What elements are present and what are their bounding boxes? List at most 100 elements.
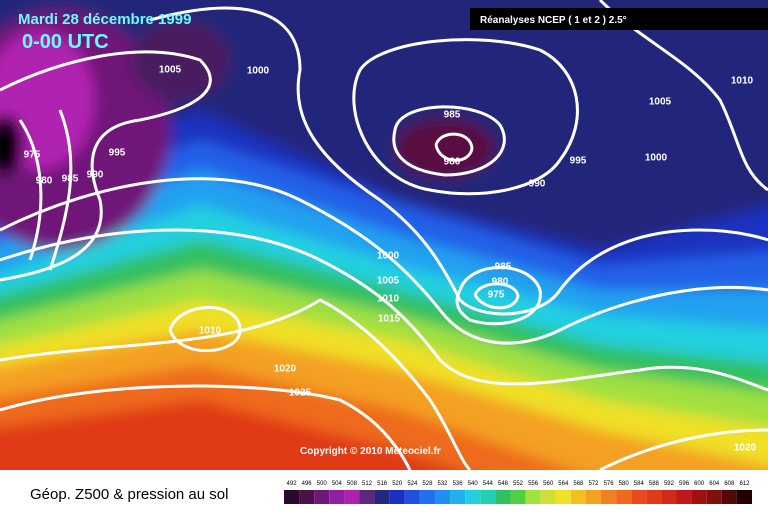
colorbar-label: 592 [664,481,675,487]
colorbar-label: 600 [694,481,705,487]
isobar-label: 980 [444,157,461,168]
isobar-label: 995 [570,156,587,167]
colorbar-label: 584 [634,481,645,487]
colorbar-swatch [359,490,375,504]
colorbar-swatch [616,490,632,504]
colorbar-label: 560 [543,481,554,487]
colorbar-swatch [510,490,526,504]
colorbar-label: 500 [317,481,328,487]
colorbar: 492 496 500 504 508 512 516 520 524 528 532 536 540 5… [284,481,752,504]
colorbar-swatch [540,490,556,504]
isobar [473,282,520,310]
colorbar-swatch [374,490,390,504]
colorbar-swatch [721,490,737,504]
isobar-label: 985 [495,262,512,273]
isobar-label: 1005 [377,276,400,287]
isobar-label: 1000 [247,66,270,77]
isobar [18,119,43,261]
isobar [0,177,768,345]
isobar-label: 990 [87,170,104,181]
isobar [455,266,542,326]
isobar-label: 1020 [734,443,757,454]
colorbar-swatch [434,490,451,504]
isobar-label: 990 [529,179,546,190]
colorbar-swatch [525,490,541,504]
colorbar-swatch [314,490,330,504]
map-time: 0-00 UTC [22,31,109,53]
colorbar-label: 604 [709,481,720,487]
caption: Géop. Z500 & pression au sol [30,486,228,503]
colorbar-swatch [344,490,360,504]
isobar [599,428,768,470]
colorbar-swatch [480,490,496,504]
colorbar-swatch [646,490,662,504]
isobar-label: 1005 [649,97,672,108]
isobar-label: 980 [36,176,53,187]
colorbar-swatch [661,490,677,504]
colorbar-swatch [404,490,420,504]
isobar-label: 1020 [274,364,297,375]
isobar-label: 1025 [289,388,312,399]
isobar-label: 1010 [731,76,754,87]
isobar [392,105,506,177]
colorbar-label: 552 [513,481,524,487]
colorbar-swatch [570,490,586,504]
isobar-label: 995 [109,148,126,159]
source: Réanalyses NCEP ( 1 et 2 ) 2.5° [480,15,627,26]
colorbar-label: 540 [468,481,479,487]
isobar [149,6,768,316]
colorbar-label: 556 [528,481,539,487]
isobar [0,298,472,470]
colorbar-label: 572 [588,481,599,487]
colorbar-swatch [706,490,722,504]
colorbar-swatch [465,490,481,504]
isobar [48,109,73,271]
colorbar-swatch [299,490,315,504]
colorbar-label: 520 [392,481,403,487]
colorbar-label: 512 [362,481,373,487]
colorbar-swatch [419,490,435,504]
isobar [0,384,412,470]
field-band [0,30,95,170]
isobar-label: 1010 [199,326,222,337]
colorbar-label: 544 [483,481,494,487]
map-date: Mardi 28 décembre 1999 [18,11,191,28]
colorbar-swatch [329,490,345,504]
colorbar-swatch [495,490,511,504]
colorbar-label: 532 [438,481,449,487]
colorbar-label: 536 [453,481,464,487]
isobar [352,38,579,196]
colorbar-label: 496 [302,481,313,487]
isobar [434,132,474,162]
copyright: Copyright © 2010 Meteociel.fr [300,446,441,457]
colorbar-label: 588 [649,481,660,487]
field-band [0,115,23,175]
colorbar-swatch [284,490,300,504]
isobar-label: 1010 [377,294,400,305]
colorbar-label: 580 [619,481,630,487]
isobar-label: 1000 [645,153,668,164]
isobar-label: 980 [492,277,509,288]
colorbar-swatch [585,490,602,504]
isobar-label: 975 [488,290,505,301]
colorbar-swatch [389,490,405,504]
colorbar-swatch [450,490,466,504]
colorbar-swatch [601,490,617,504]
isobar-label: 975 [24,150,41,161]
colorbar-label: 548 [498,481,509,487]
colorbar-label: 612 [739,481,750,487]
isobar-labels: 1005 1000 1010 1005 985 975 995 980 995 1000 980 98… [24,65,757,454]
field-band [395,118,495,178]
colorbar-swatch [691,490,707,504]
colorbar-swatch [736,490,752,504]
isobar-label: 1005 [159,65,182,76]
colorbar-label: 564 [558,481,569,487]
isobar-label: 1000 [377,251,400,262]
colorbar-label: 608 [724,481,735,487]
isobars [0,0,768,470]
colorbar-label: 492 [287,481,298,487]
colorbar-swatch [555,490,571,504]
colorbar-label: 508 [347,481,358,487]
colorbar-label: 576 [604,481,615,487]
